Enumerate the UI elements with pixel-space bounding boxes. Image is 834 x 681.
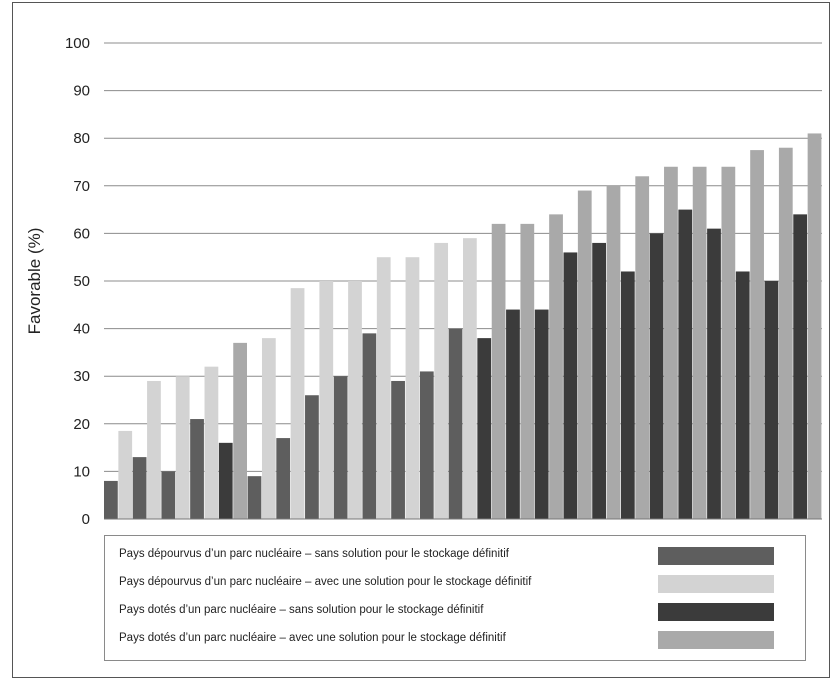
bar <box>721 166 736 519</box>
bar <box>434 242 449 520</box>
legend-item-2: Pays dépourvus d’un parc nucléaire – ave… <box>105 572 805 596</box>
bar <box>678 209 693 519</box>
bar <box>419 371 434 519</box>
legend-label-1: Pays dépourvus d’un parc nucléaire – san… <box>119 548 509 560</box>
bar <box>778 147 793 519</box>
legend: Pays dépourvus d’un parc nucléaire – san… <box>104 535 806 661</box>
legend-swatch-4 <box>658 631 774 649</box>
bar <box>635 176 650 519</box>
bar <box>391 380 405 519</box>
legend-swatch-1 <box>658 547 774 565</box>
legend-item-1: Pays dépourvus d’un parc nucléaire – san… <box>105 544 805 568</box>
legend-label-4: Pays dotés d’un parc nucléaire – avec un… <box>119 632 506 644</box>
bar <box>620 271 635 519</box>
y-tick-label: 70 <box>73 178 90 195</box>
bar <box>218 442 233 519</box>
bar <box>606 185 621 520</box>
bar <box>463 238 477 519</box>
bar <box>506 309 520 519</box>
bar <box>233 342 247 519</box>
bar <box>147 380 161 519</box>
bar <box>204 366 219 519</box>
bar <box>735 271 750 519</box>
y-tick-label: 80 <box>73 130 90 147</box>
bar <box>118 430 133 519</box>
y-axis-title: Favorable (%) <box>25 228 44 335</box>
bar <box>290 288 305 519</box>
bars <box>104 133 822 520</box>
bar <box>104 480 118 519</box>
y-tick-label: 30 <box>73 368 90 385</box>
bar <box>491 223 506 519</box>
bar <box>319 281 334 519</box>
bar <box>161 471 176 519</box>
legend-swatch-3 <box>658 603 774 621</box>
y-tick-label: 10 <box>73 463 90 480</box>
bar <box>276 438 291 519</box>
bar <box>175 376 190 519</box>
bar <box>405 257 420 519</box>
bar <box>707 228 721 519</box>
bar <box>549 214 563 520</box>
bar <box>577 190 592 519</box>
bar <box>132 457 147 519</box>
bar <box>592 242 606 520</box>
bar <box>664 166 678 519</box>
bar <box>333 376 348 519</box>
bar <box>477 338 492 519</box>
bar <box>793 214 808 520</box>
y-tick-label: 60 <box>73 225 90 242</box>
bar <box>448 328 463 519</box>
bar <box>376 257 391 519</box>
bar <box>764 281 779 519</box>
y-tick-label: 50 <box>73 273 90 290</box>
bar <box>649 233 664 519</box>
legend-item-4: Pays dotés d’un parc nucléaire – avec un… <box>105 628 805 652</box>
bar <box>247 476 262 519</box>
y-tick-label: 90 <box>73 83 90 100</box>
legend-item-3: Pays dotés d’un parc nucléaire – sans so… <box>105 600 805 624</box>
y-tick-label: 0 <box>82 511 90 528</box>
bar <box>520 223 535 519</box>
bar <box>563 252 578 519</box>
bar <box>534 309 549 519</box>
bar <box>362 333 377 519</box>
bar <box>807 133 822 519</box>
legend-label-2: Pays dépourvus d’un parc nucléaire – ave… <box>119 576 532 588</box>
y-tick-label: 40 <box>73 321 90 338</box>
bar <box>305 395 319 519</box>
legend-label-3: Pays dotés d’un parc nucléaire – sans so… <box>119 604 484 616</box>
y-tick-label: 20 <box>73 416 90 433</box>
bar <box>750 150 764 519</box>
bar <box>692 166 707 519</box>
bar <box>190 419 204 519</box>
legend-swatch-2 <box>658 575 774 593</box>
bar <box>261 338 276 519</box>
bar <box>348 281 362 519</box>
y-axis-ticks: 0 10 20 30 40 50 60 70 80 90 100 <box>65 35 90 528</box>
y-tick-label: 100 <box>65 35 90 52</box>
